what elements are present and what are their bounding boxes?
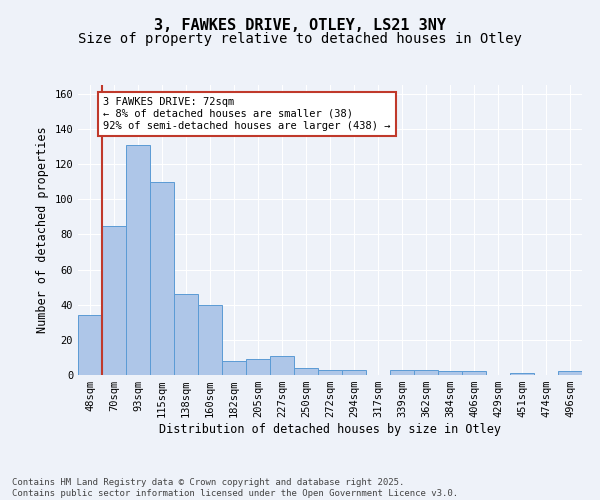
- Bar: [174, 294, 198, 375]
- Bar: [150, 182, 174, 375]
- Y-axis label: Number of detached properties: Number of detached properties: [36, 126, 49, 334]
- Text: 3, FAWKES DRIVE, OTLEY, LS21 3NY: 3, FAWKES DRIVE, OTLEY, LS21 3NY: [154, 18, 446, 32]
- Bar: [270, 356, 294, 375]
- Bar: [222, 361, 246, 375]
- Bar: [294, 368, 318, 375]
- Bar: [102, 226, 126, 375]
- Text: Contains HM Land Registry data © Crown copyright and database right 2025.
Contai: Contains HM Land Registry data © Crown c…: [12, 478, 458, 498]
- Bar: [78, 315, 102, 375]
- Bar: [342, 370, 366, 375]
- Bar: [126, 145, 150, 375]
- Bar: [246, 359, 270, 375]
- Bar: [390, 370, 414, 375]
- Bar: [318, 370, 342, 375]
- Bar: [510, 373, 534, 375]
- Text: 3 FAWKES DRIVE: 72sqm
← 8% of detached houses are smaller (38)
92% of semi-detac: 3 FAWKES DRIVE: 72sqm ← 8% of detached h…: [103, 98, 391, 130]
- Bar: [438, 372, 462, 375]
- Bar: [198, 304, 222, 375]
- Bar: [462, 372, 486, 375]
- X-axis label: Distribution of detached houses by size in Otley: Distribution of detached houses by size …: [159, 423, 501, 436]
- Text: Size of property relative to detached houses in Otley: Size of property relative to detached ho…: [78, 32, 522, 46]
- Bar: [414, 370, 438, 375]
- Bar: [558, 372, 582, 375]
